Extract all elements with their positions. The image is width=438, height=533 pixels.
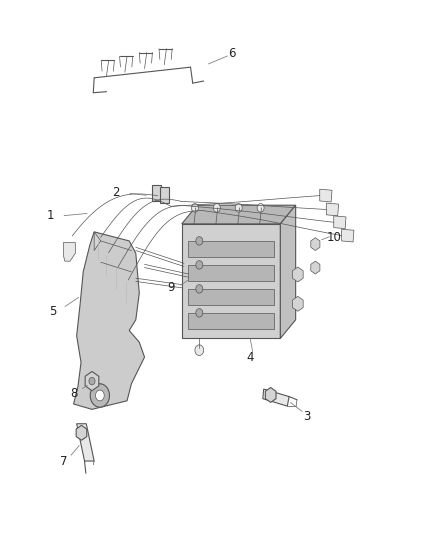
Circle shape xyxy=(196,261,203,269)
Polygon shape xyxy=(85,372,99,391)
Polygon shape xyxy=(74,232,145,409)
Polygon shape xyxy=(342,229,354,242)
Text: 3: 3 xyxy=(303,410,310,423)
Polygon shape xyxy=(311,238,320,251)
Text: 4: 4 xyxy=(246,351,254,364)
Polygon shape xyxy=(280,205,296,338)
Polygon shape xyxy=(95,237,106,266)
Bar xyxy=(188,313,274,329)
Polygon shape xyxy=(182,224,280,338)
Circle shape xyxy=(95,390,104,401)
Polygon shape xyxy=(123,280,134,309)
Circle shape xyxy=(213,204,220,212)
Polygon shape xyxy=(293,296,303,311)
Circle shape xyxy=(235,204,242,212)
Polygon shape xyxy=(113,266,124,296)
Polygon shape xyxy=(265,387,276,402)
Text: 7: 7 xyxy=(60,455,67,467)
Bar xyxy=(188,265,274,281)
Polygon shape xyxy=(311,261,320,274)
Bar xyxy=(188,289,274,305)
Polygon shape xyxy=(182,205,296,224)
Polygon shape xyxy=(76,425,87,440)
Bar xyxy=(152,185,161,201)
Polygon shape xyxy=(263,389,289,406)
Text: 8: 8 xyxy=(70,387,77,400)
Circle shape xyxy=(196,309,203,317)
Circle shape xyxy=(196,285,203,293)
Circle shape xyxy=(90,384,110,407)
Polygon shape xyxy=(77,424,94,461)
Polygon shape xyxy=(326,203,339,216)
Text: 5: 5 xyxy=(49,305,56,318)
Circle shape xyxy=(195,345,204,356)
Circle shape xyxy=(89,377,95,385)
Polygon shape xyxy=(94,232,101,251)
Polygon shape xyxy=(103,253,114,282)
Circle shape xyxy=(257,204,264,212)
Bar xyxy=(160,187,169,203)
Polygon shape xyxy=(293,267,303,282)
Circle shape xyxy=(191,204,198,212)
Text: 6: 6 xyxy=(228,47,236,60)
Bar xyxy=(188,241,274,257)
Polygon shape xyxy=(334,216,346,229)
Text: 1: 1 xyxy=(46,209,54,222)
Text: 10: 10 xyxy=(326,231,341,244)
Circle shape xyxy=(196,237,203,245)
Polygon shape xyxy=(64,243,75,261)
Polygon shape xyxy=(320,189,332,202)
Text: 2: 2 xyxy=(112,187,120,199)
Text: 9: 9 xyxy=(167,281,175,294)
